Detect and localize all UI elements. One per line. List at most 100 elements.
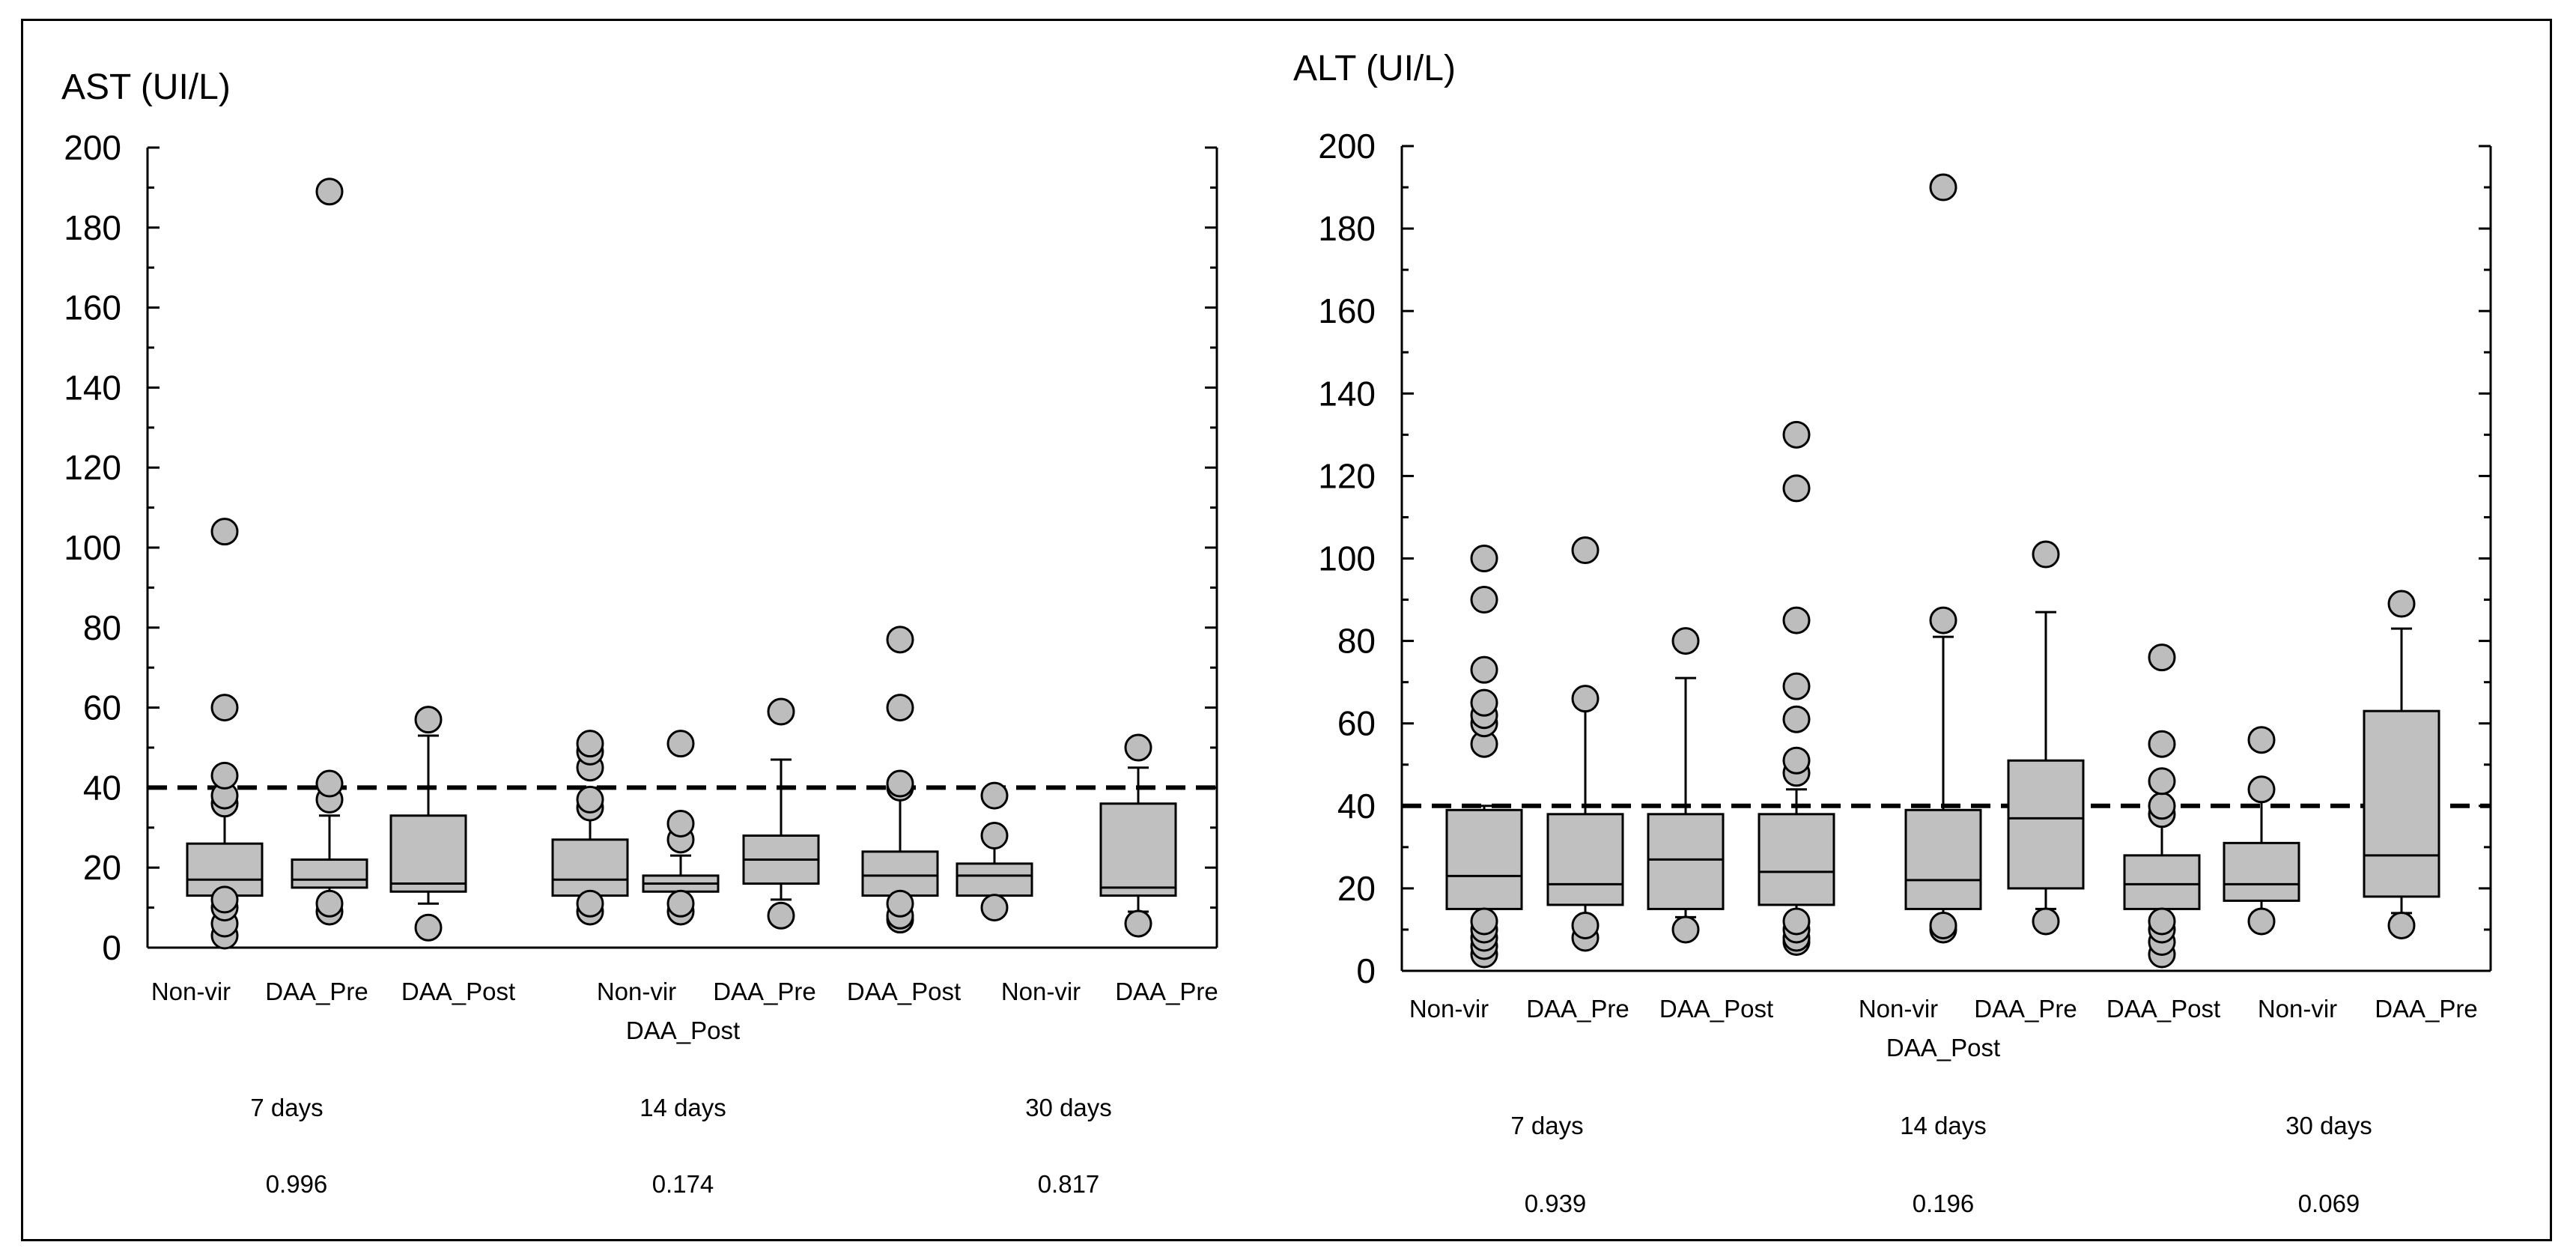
ast-box-1 — [186, 518, 264, 950]
ast-outlier-1-9 — [210, 518, 239, 546]
ast-outlier-4-7 — [576, 730, 604, 758]
alt-xlabel-8: DAA_Pre — [2375, 995, 2478, 1023]
alt-outlier-2-4 — [1571, 536, 1600, 564]
ast-group-30-days: 30 days — [1025, 1094, 1112, 1121]
ast-outlier-7-6 — [886, 694, 914, 722]
alt-xlabel-5: DAA_Pre — [1974, 995, 2077, 1023]
ast-outlier-2-5 — [315, 178, 344, 206]
ast-outlier-8-2 — [980, 821, 1009, 849]
ast-xlabel-8: DAA_Pre — [1115, 978, 1218, 1005]
ast-xlabel-6: DAA_Post — [847, 978, 961, 1005]
ast-ytick-label-160: 160 — [64, 288, 121, 327]
alt-ytick-label-60: 60 — [1337, 704, 1376, 743]
alt-outlier-7-9 — [2148, 643, 2176, 672]
alt-ytick-label-120: 120 — [1318, 456, 1376, 495]
alt-outlier-8-3 — [2247, 726, 2276, 754]
ast-outlier-7-7 — [886, 626, 914, 654]
alt-title: ALT (UI/L) — [1293, 49, 1456, 88]
ast-xlabel-3: DAA_Post — [401, 978, 515, 1005]
ast-p-value-7-days: 0.996 — [266, 1170, 328, 1198]
alt-outlier-4-8 — [1782, 672, 1811, 700]
ast-iqr-box-3 — [389, 814, 467, 893]
ast-outlier-7-5 — [886, 769, 914, 798]
ast-panel: AST (UI/L) 0 20 40 60 80 100 120 140 160 180 200 N… — [61, 67, 1218, 1198]
alt-box-5 — [1904, 173, 1982, 944]
ast-p-value-30-days: 0.817 — [1038, 1170, 1100, 1198]
alt-outlier-9-2 — [2387, 590, 2416, 618]
alt-box-2 — [1546, 536, 1624, 952]
ast-outlier-8-1 — [980, 894, 1009, 922]
alt-p-value-30-days: 0.069 — [2298, 1190, 2360, 1217]
alt-iqr-box-3 — [1647, 813, 1725, 910]
ast-xlabel-row2: DAA_Post — [626, 1017, 740, 1044]
ast-p-value-14-days: 0.174 — [652, 1170, 714, 1198]
alt-group-labels: 7 days 14 days 30 days 0.939 0.196 0.069 — [1510, 1112, 2372, 1217]
alt-outlier-6-2 — [2032, 540, 2060, 569]
alt-xlabel-4: Non-vir — [1859, 995, 1938, 1023]
alt-iqr-box-7 — [2123, 854, 2201, 910]
ast-iqr-box-4 — [551, 838, 629, 897]
ast-xlabel-2: DAA_Pre — [265, 978, 368, 1005]
ast-box-8 — [956, 781, 1033, 922]
alt-xlabel-6: DAA_Post — [2106, 995, 2220, 1023]
alt-ytick-label-40: 40 — [1337, 787, 1376, 826]
ast-xlabel-7: Non-vir — [1001, 978, 1081, 1005]
alt-outlier-1-12 — [1470, 545, 1498, 572]
alt-ytick-label-100: 100 — [1318, 539, 1376, 578]
alt-iqr-box-8 — [2223, 841, 2300, 902]
ast-xlabel-5: DAA_Pre — [713, 978, 816, 1005]
alt-outlier-1-9 — [1470, 688, 1498, 717]
ast-xlabel-1: Non-vir — [151, 978, 231, 1005]
ast-box-4 — [551, 730, 629, 926]
alt-outlier-7-6 — [2148, 792, 2176, 820]
alt-plot-layer: 0 20 40 60 80 100 120 140 160 180 200 — [1318, 127, 2492, 990]
alt-outlier-4-10 — [1782, 474, 1811, 503]
ast-ytick-label-40: 40 — [83, 768, 121, 807]
ast-ytick-label-0: 0 — [102, 928, 121, 967]
ast-outlier-5-5 — [666, 730, 695, 758]
ast-iqr-box-9 — [1099, 802, 1177, 897]
ast-box-9 — [1099, 733, 1177, 938]
alt-outlier-4-4 — [1782, 907, 1811, 936]
ast-ytick-label-60: 60 — [83, 688, 121, 727]
ast-ytick-label-140: 140 — [64, 368, 121, 407]
alt-xlabel-1: Non-vir — [1409, 995, 1489, 1023]
ast-box-6 — [742, 697, 820, 930]
alt-group-14-days: 14 days — [1900, 1112, 1987, 1139]
ast-outlier-4-4 — [576, 785, 604, 814]
alt-iqr-box-6 — [2007, 759, 2085, 890]
alt-outlier-2-2 — [1571, 911, 1600, 939]
alt-x-labels: Non-vir DAA_Pre DAA_Post Non-vir DAA_Pre… — [1409, 995, 2478, 1061]
ast-iqr-box-7 — [861, 850, 939, 897]
ast-outlier-8-3 — [980, 781, 1009, 810]
alt-outlier-1-11 — [1470, 586, 1498, 614]
alt-outlier-7-4 — [2148, 907, 2176, 936]
ast-outlier-9-2 — [1124, 733, 1152, 762]
ast-group-7-days: 7 days — [250, 1094, 323, 1121]
alt-outlier-6-1 — [2032, 907, 2060, 936]
alt-xlabel-row2: DAA_Post — [1886, 1034, 2000, 1061]
ast-iqr-box-8 — [956, 862, 1033, 897]
ast-ytick-label-120: 120 — [64, 448, 121, 487]
alt-outlier-5-4 — [1929, 173, 1957, 202]
alt-p-value-14-days: 0.196 — [1913, 1190, 1975, 1217]
ast-box-5 — [642, 730, 720, 926]
ast-ytick-label-20: 20 — [83, 848, 121, 887]
alt-box-3 — [1647, 627, 1725, 944]
alt-outlier-8-1 — [2247, 907, 2276, 936]
alt-xlabel-3: DAA_Post — [1659, 995, 1773, 1023]
alt-ytick-label-140: 140 — [1318, 374, 1376, 413]
alt-outlier-2-3 — [1571, 685, 1600, 713]
ast-outlier-9-1 — [1124, 909, 1152, 938]
alt-outlier-3-1 — [1671, 915, 1700, 944]
alt-iqr-box-1 — [1445, 808, 1523, 910]
alt-xlabel-2: DAA_Pre — [1526, 995, 1629, 1023]
ast-box-7 — [861, 626, 939, 934]
alt-box-7 — [2123, 643, 2201, 969]
ast-iqr-box-2 — [291, 858, 368, 889]
ast-ytick-label-100: 100 — [64, 528, 121, 567]
alt-ytick-label-180: 180 — [1318, 209, 1376, 248]
alt-iqr-box-9 — [2363, 709, 2440, 898]
ast-outlier-5-2 — [666, 889, 695, 918]
